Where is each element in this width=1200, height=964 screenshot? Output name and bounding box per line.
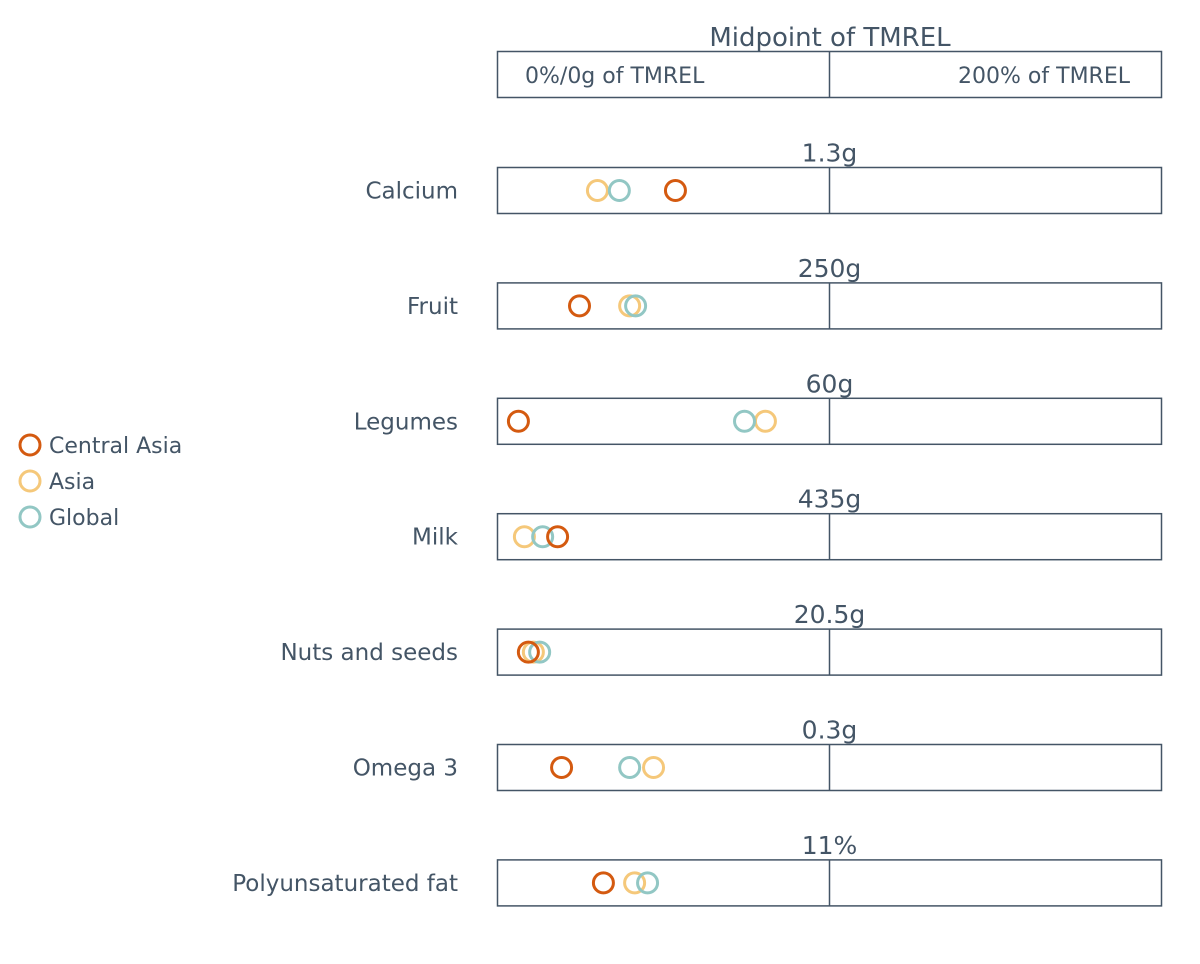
midpoint-label-nuts-and-seeds: 20.5g	[794, 600, 866, 629]
point-legumes-asia	[753, 409, 777, 433]
midpoint-label-calcium: 1.3g	[802, 139, 858, 168]
legend-label-central-asia: Central Asia	[49, 434, 182, 459]
point-omega-3-global	[618, 756, 642, 779]
midpoint-label-legumes: 60g	[806, 369, 854, 398]
row-omega-3: Omega 3 0.3g	[353, 716, 1163, 792]
midpoint-label-milk: 435g	[798, 485, 862, 514]
point-milk-asia	[512, 525, 536, 549]
point-polyunsaturated-fat-global	[636, 871, 660, 895]
legend-item-global: Global	[18, 505, 119, 531]
row-label-polyunsaturated-fat: Polyunsaturated fat	[232, 871, 458, 897]
row-label-nuts-and-seeds: Nuts and seeds	[280, 640, 458, 666]
row-label-omega-3: Omega 3	[353, 756, 458, 782]
point-fruit-global	[624, 294, 648, 318]
point-legumes-central-asia	[506, 409, 530, 433]
point-milk-global	[531, 525, 555, 549]
row-label-legumes: Legumes	[354, 409, 458, 435]
legend-marker-asia	[18, 469, 42, 493]
midpoint-label-omega-3: 0.3g	[802, 716, 858, 745]
point-omega-3-asia	[642, 756, 666, 779]
point-calcium-central-asia	[663, 179, 687, 202]
legend-marker-global	[18, 505, 42, 529]
point-legumes-global	[733, 409, 757, 433]
header-right-label: 200% of TMREL	[958, 64, 1131, 89]
legend-marker-central-asia	[18, 433, 42, 457]
legend-item-central-asia: Central Asia	[18, 433, 182, 459]
midpoint-label-polyunsaturated-fat: 11%	[802, 831, 858, 860]
midpoint-label-fruit: 250g	[798, 254, 862, 283]
row-legumes: Legumes 60g	[354, 369, 1163, 446]
row-label-milk: Milk	[412, 525, 459, 551]
point-fruit-asia	[618, 294, 642, 318]
row-nuts-and-seeds: Nuts and seeds 20.5g	[280, 600, 1163, 676]
chart-rows: Calcium 1.3g Fruit 250g Legumes 60g Milk 435g Nu…	[232, 139, 1163, 907]
point-calcium-asia	[585, 179, 609, 202]
row-label-fruit: Fruit	[407, 294, 458, 320]
header-left-label: 0%/0g of TMREL	[525, 64, 705, 89]
row-label-calcium: Calcium	[365, 179, 458, 205]
legend-label-asia: Asia	[49, 470, 95, 495]
point-nuts-and-seeds-global	[528, 640, 552, 664]
row-milk: Milk 435g	[412, 485, 1163, 561]
legend-item-asia: Asia	[18, 469, 95, 495]
row-calcium: Calcium 1.3g	[365, 139, 1163, 215]
point-nuts-and-seeds-central-asia	[516, 640, 540, 664]
header-title: Midpoint of TMREL	[709, 23, 951, 53]
legend: Central Asia Asia Global	[18, 433, 182, 531]
point-milk-central-asia	[546, 525, 570, 549]
legend-label-global: Global	[49, 506, 119, 531]
point-omega-3-central-asia	[550, 756, 574, 779]
point-fruit-central-asia	[568, 294, 592, 318]
point-polyunsaturated-fat-central-asia	[591, 871, 615, 895]
row-polyunsaturated-fat: Polyunsaturated fat 11%	[232, 831, 1163, 907]
point-polyunsaturated-fat-asia	[623, 871, 647, 895]
point-calcium-global	[607, 179, 631, 202]
row-fruit: Fruit 250g	[407, 254, 1163, 330]
